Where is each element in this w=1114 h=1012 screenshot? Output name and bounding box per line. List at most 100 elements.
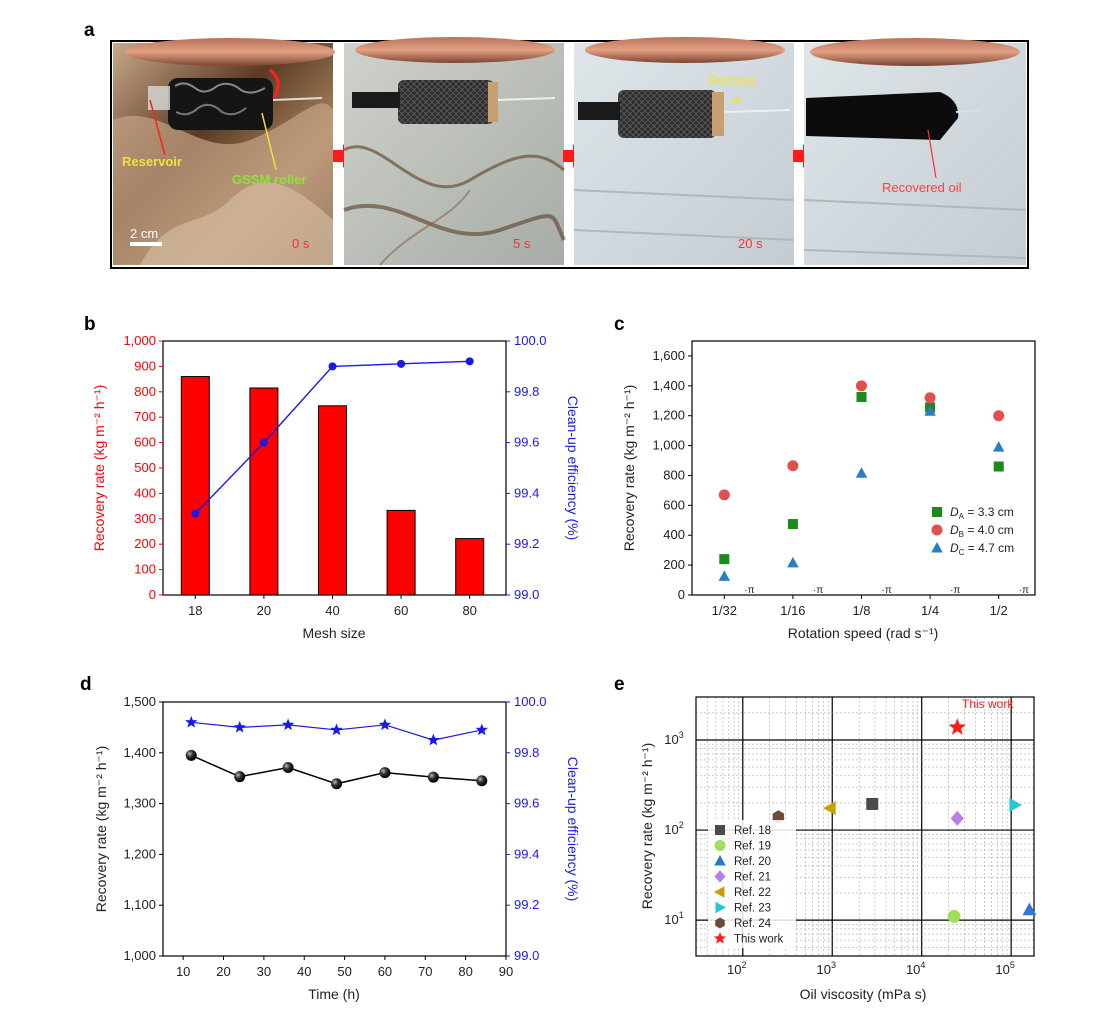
y-tick-label: 0 [149, 587, 156, 602]
point-ref-21 [950, 810, 964, 826]
point-this-work [948, 718, 966, 735]
scale-label: 2 cm [130, 226, 158, 241]
y-tick-label: 800 [663, 467, 685, 482]
legend-label-5: Ref. 23 [734, 903, 771, 915]
y-tick-label: 102 [664, 820, 683, 837]
bar-20 [249, 387, 279, 596]
x-tick-label: 60 [394, 603, 408, 618]
x-tick-label: 103 [816, 960, 835, 977]
y-tick-label: 400 [663, 527, 685, 542]
bar-18 [180, 376, 210, 596]
point-C-1/32 [718, 570, 731, 581]
legend-marker-C [931, 542, 943, 553]
x-tick-label: 50 [337, 964, 351, 979]
y-tick-label: 1,000 [123, 948, 156, 963]
photo-strip-frame [110, 40, 1029, 269]
point-C-1/8 [855, 467, 868, 478]
x-tick-label: 1/4 [921, 603, 939, 618]
point-C-1/2 [992, 441, 1005, 452]
x-tick-label: 104 [906, 960, 925, 977]
y2-tick-label: 99.0 [514, 948, 539, 963]
efficiency-point-60 [397, 359, 406, 368]
label-reservoir: Reservoir [122, 154, 182, 169]
recovery-point-12 [185, 749, 197, 761]
photo-recovered: Recovered oil [803, 38, 1027, 265]
y-tick-label: 300 [134, 511, 156, 526]
point-B-1/4 [924, 392, 936, 404]
efficiency-point-20 [259, 438, 268, 447]
x-tick-label: 18 [188, 603, 202, 618]
y2-tick-label: 99.8 [514, 745, 539, 760]
x-tick-label: 20 [257, 603, 271, 618]
y-tick-label: 0 [678, 587, 685, 602]
legend-label-4: Ref. 22 [734, 887, 771, 899]
chart-d-xlabel: Time (h) [308, 986, 360, 1002]
legend-label-B: DB = 4.0 cm [950, 523, 1014, 539]
label-gssm-roller: GSSM roller [232, 172, 306, 187]
label-recovered-oil: Recovered oil [882, 180, 962, 195]
legend-label-7: This work [734, 934, 783, 946]
efficiency-point-24 [233, 720, 246, 733]
legend-label-2: Ref. 20 [734, 856, 771, 868]
y-tick-label: 100 [134, 562, 156, 577]
y-tick-label: 1,200 [652, 408, 685, 423]
y2-tick-label: 100.0 [514, 694, 547, 709]
point-ref-20 [1022, 902, 1037, 916]
bar-60 [386, 509, 416, 596]
bar-80 [455, 538, 485, 596]
recovery-point-36 [282, 762, 294, 774]
recovery-point-48 [331, 778, 343, 790]
x-tick-label: 10 [176, 964, 190, 979]
x-tick-label: 70 [418, 964, 432, 979]
efficiency-point-18 [191, 509, 200, 518]
y2-tick-label: 99.6 [514, 435, 539, 450]
recovery-point-72 [427, 771, 439, 783]
y-tick-label: 1,400 [123, 745, 156, 760]
x-tick-label: 60 [378, 964, 392, 979]
x-tick-label: 102 [727, 960, 746, 977]
x-tick-suffix: ·π [950, 585, 960, 596]
legend-label-1: Ref. 19 [734, 841, 771, 853]
chart-d-y2label: Clean-up efficiency (%) [565, 757, 581, 901]
x-tick-label: 30 [257, 964, 271, 979]
point-B-1/2 [993, 410, 1005, 422]
efficiency-point-36 [281, 718, 295, 731]
y2-tick-label: 99.2 [514, 536, 539, 551]
point-ref-19 [947, 909, 961, 923]
x-tick-label: 80 [458, 964, 472, 979]
legend-marker-2 [714, 855, 726, 866]
y2-tick-label: 99.8 [514, 384, 539, 399]
y2-tick-label: 99.4 [514, 485, 539, 500]
panel-letter-b: b [84, 314, 96, 335]
x-tick-suffix: ·π [813, 585, 823, 596]
point-B-1/32 [718, 489, 730, 501]
x-tick-label: 105 [995, 960, 1014, 977]
legend-marker-1 [714, 840, 726, 851]
efficiency-point-84 [475, 723, 488, 736]
y2-tick-label: 99.6 [514, 796, 539, 811]
chart-b-xlabel: Mesh size [302, 625, 365, 641]
x-tick-label: 90 [499, 964, 513, 979]
x-tick-suffix: ·π [744, 585, 754, 596]
legend-marker-6 [715, 917, 725, 929]
chart-b: 0 100 200 300 400 500 600 700 800 900 1,000 99.0 99… [91, 333, 581, 641]
x-tick-label: 1/2 [990, 603, 1008, 618]
label-remove: Remove [708, 73, 756, 88]
legend-marker-B [931, 524, 943, 536]
chart-c-frame [691, 340, 1036, 596]
chart-b-y2label: Clean-up efficiency (%) [565, 396, 581, 540]
x-tick-label: 20 [216, 964, 230, 979]
chart-e: 102 103 104 105 101 102 103 Ref. 18 Ref. 19 Ref.… [639, 696, 1037, 1002]
point-B-1/8 [856, 380, 867, 392]
recovery-point-24 [234, 771, 246, 783]
y-tick-label: 600 [663, 497, 685, 512]
legend-marker-A [932, 507, 942, 517]
legend-label-3: Ref. 21 [734, 872, 771, 884]
point-A-1/8 [856, 392, 867, 403]
y-tick-label: 1,100 [123, 897, 156, 912]
legend-label-A: DA = 3.3 cm [950, 505, 1014, 521]
x-tick-label: 1/16 [780, 603, 805, 618]
chart-e-annotation: This work [962, 697, 1014, 711]
efficiency-point-80 [465, 357, 474, 366]
